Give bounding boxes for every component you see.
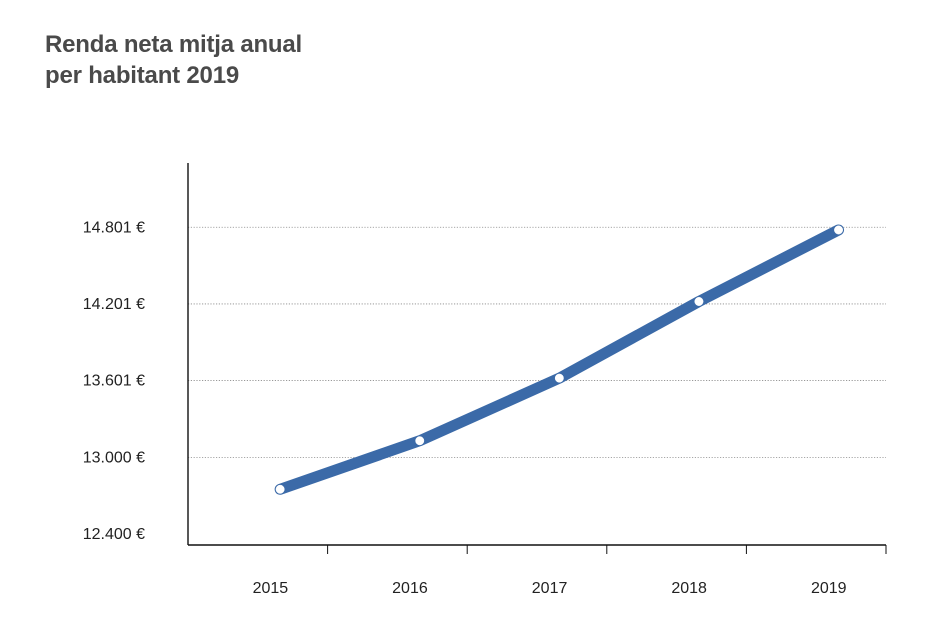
chart-title-line-1: Renda neta mitja anual [45,31,302,58]
y-tick-label: 12.400 € [83,526,145,543]
chart-title: Renda neta mitja anual per habitant 2019 [45,29,302,91]
data-point [694,297,704,306]
series-line [274,224,845,495]
chart-title-line-2: per habitant 2019 [45,62,240,89]
y-tick-label: 13.601 € [83,373,145,390]
x-tick-label: 2017 [532,580,568,597]
data-point [554,373,564,383]
y-tick-label: 13.000 € [83,449,145,466]
x-tick-label: 2015 [253,580,289,597]
y-tick-label: 14.201 € [83,296,145,313]
tick-labels: 12.400 € 13.000 € 13.601 € 14.201 € 14.801 €… [83,219,847,597]
x-tick-label: 2019 [811,580,847,597]
data-point [275,484,285,494]
data-series [274,224,845,495]
data-point [415,436,425,446]
x-tick-label: 2016 [392,580,428,597]
data-point [834,225,843,235]
y-tick-label: 14.801 € [83,219,145,236]
axes [187,163,887,554]
x-tick-label: 2018 [671,580,707,597]
